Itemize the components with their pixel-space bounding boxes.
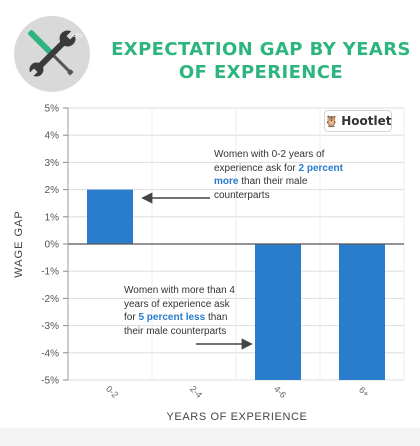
- y-tick-label: 3%: [45, 158, 60, 169]
- y-tick-label: 0%: [45, 240, 60, 251]
- annotation-0-2-after: than their male counterparts: [214, 176, 308, 201]
- owl-icon: 🦉: [324, 114, 339, 128]
- y-tick-label: -1%: [41, 267, 59, 278]
- y-axis-label: WAGE GAP: [13, 210, 25, 278]
- x-axis-label: YEARS OF EXPERIENCE: [167, 411, 308, 423]
- annotation-0-2-highlight: 2 percent more: [214, 162, 343, 188]
- y-tick-label: 2%: [45, 185, 60, 196]
- annotation-4-6-highlight: 5 percent less: [138, 312, 206, 323]
- hootlet-badge: 🦉 Hootlet: [324, 110, 392, 132]
- bars: [87, 189, 385, 380]
- logo-badge: </>: [14, 16, 90, 92]
- hootlet-label: Hootlet: [341, 114, 392, 128]
- y-tick-label: -2%: [41, 294, 59, 305]
- x-tick-label: 0-2: [104, 384, 120, 400]
- annotation-4-6-after: than their male counterparts: [124, 312, 228, 337]
- y-tick-label: 4%: [45, 131, 60, 142]
- y-tick-label: -5%: [41, 376, 59, 387]
- x-tick-label: 6+: [357, 385, 371, 399]
- annotation-0-2-before: Women with 0-2 years of experience ask f…: [214, 149, 325, 174]
- annotation-0-2: Women with 0-2 years of experience ask f…: [214, 148, 364, 202]
- annotation-arrows: [141, 192, 253, 350]
- y-tick-label: -3%: [41, 321, 59, 332]
- annotation-4-6-before: Women with more than 4 years of experien…: [124, 285, 235, 323]
- y-tick-label: -4%: [41, 348, 59, 359]
- footer-band: [0, 428, 420, 446]
- bar-0-2: [87, 189, 133, 244]
- svg-text:</>: </>: [72, 33, 82, 40]
- bar-6+: [339, 244, 385, 380]
- x-tick-label: 2-4: [188, 384, 204, 400]
- page-title: EXPECTATION GAP BY YEARS OF EXPERIENCE: [111, 39, 411, 83]
- wrench-screwdriver-icon: </>: [27, 29, 82, 79]
- annotation-4-6: Women with more than 4 years of experien…: [124, 284, 244, 338]
- bar-4-6: [255, 244, 301, 380]
- y-tick-label: 1%: [45, 212, 60, 223]
- y-tick-label: 5%: [45, 104, 60, 115]
- x-tick-label: 4-6: [272, 384, 288, 400]
